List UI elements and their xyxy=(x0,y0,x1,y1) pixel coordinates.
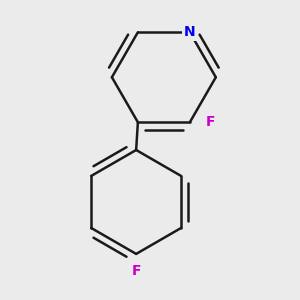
Text: F: F xyxy=(206,115,215,129)
Text: F: F xyxy=(131,264,141,278)
Text: N: N xyxy=(184,25,196,39)
